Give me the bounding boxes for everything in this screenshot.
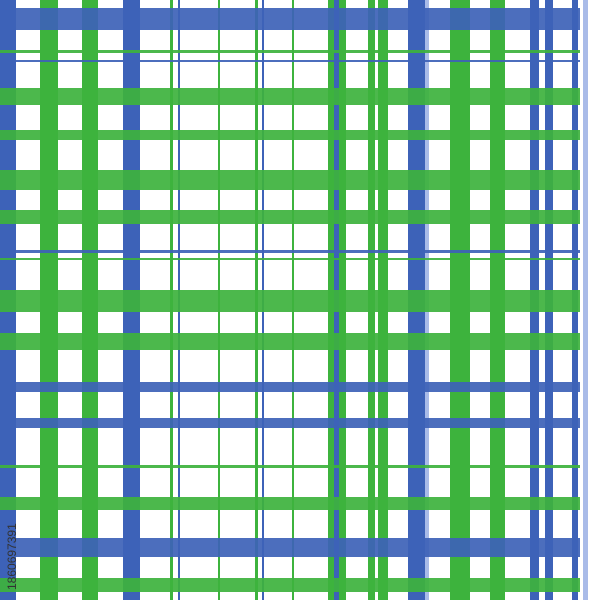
stripe xyxy=(0,465,580,468)
stripe xyxy=(0,210,580,224)
stripe xyxy=(0,578,580,592)
stripe xyxy=(0,538,580,557)
stripe xyxy=(0,88,580,105)
stripe xyxy=(0,250,580,253)
stripe xyxy=(0,382,580,392)
stripe xyxy=(0,333,580,350)
stripe xyxy=(0,258,580,260)
stripe xyxy=(583,0,588,600)
stripe xyxy=(0,50,580,53)
horizontal-stripes xyxy=(0,8,580,592)
stripe xyxy=(0,497,580,510)
stripe xyxy=(0,290,580,312)
stripe xyxy=(0,130,580,140)
stripe xyxy=(0,8,580,30)
stripe xyxy=(0,170,580,190)
watermark-id: 1860697391 xyxy=(5,523,19,590)
stripe xyxy=(0,60,580,62)
stripe xyxy=(0,418,580,428)
